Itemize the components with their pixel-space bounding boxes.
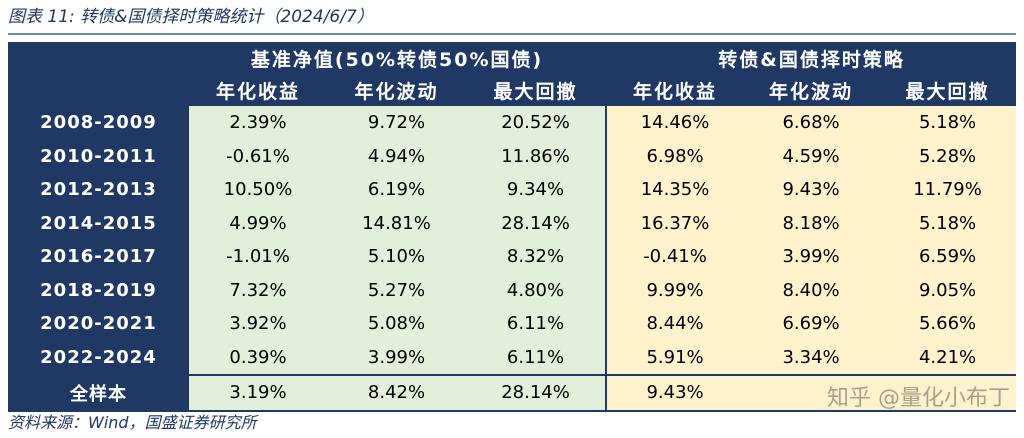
header-row-groups: 基准净值(50%转债50%国债) 转债&国债择时策略 xyxy=(8,42,1017,106)
cell: 9.05% xyxy=(879,273,1017,307)
col-header: 年化收益 xyxy=(189,74,327,106)
table-row: 2010-2011 -0.61% 4.94% 11.86% 6.98% 4.59… xyxy=(8,139,1017,173)
cell: 6.68% xyxy=(743,106,880,140)
table-row-total: 全样本 3.19% 8.42% 28.14% 9.43% xyxy=(8,374,1017,412)
cell: 4.99% xyxy=(189,206,327,240)
cell: 5.66% xyxy=(879,307,1017,341)
cell: 5.08% xyxy=(327,307,466,341)
col-header: 最大回撤 xyxy=(466,74,608,106)
corner-cell xyxy=(8,42,189,106)
cell: 9.43% xyxy=(606,374,744,412)
row-label: 2016-2017 xyxy=(8,240,189,274)
cell: 8.40% xyxy=(743,273,880,307)
cell: 4.80% xyxy=(466,273,608,307)
cell: 16.37% xyxy=(606,206,744,240)
cell: 5.28% xyxy=(879,139,1017,173)
table-row: 2022-2024 0.39% 3.99% 6.11% 5.91% 3.34% … xyxy=(8,340,1017,375)
cell xyxy=(743,374,880,412)
cell: 6.69% xyxy=(743,307,880,341)
table-row: 2016-2017 -1.01% 5.10% 8.32% -0.41% 3.99… xyxy=(8,240,1017,274)
cell: 5.91% xyxy=(606,340,744,375)
cell: 2.39% xyxy=(189,106,327,140)
cell: 9.99% xyxy=(606,273,744,307)
title-divider xyxy=(8,33,1016,35)
cell: 4.94% xyxy=(327,139,466,173)
cell: 20.52% xyxy=(466,106,608,140)
table-row: 2014-2015 4.99% 14.81% 28.14% 16.37% 8.1… xyxy=(8,206,1017,240)
cell: 7.32% xyxy=(189,273,327,307)
cell: 3.99% xyxy=(327,340,466,375)
cell: 5.27% xyxy=(327,273,466,307)
col-header: 最大回撤 xyxy=(879,74,1017,106)
cell: -1.01% xyxy=(189,240,327,274)
cell: 5.10% xyxy=(327,240,466,274)
table-row: 2018-2019 7.32% 5.27% 4.80% 9.99% 8.40% … xyxy=(8,273,1017,307)
cell xyxy=(879,374,1017,412)
cell: 4.59% xyxy=(743,139,880,173)
cell: 8.32% xyxy=(466,240,608,274)
row-label: 全样本 xyxy=(8,374,189,412)
cell: 8.44% xyxy=(606,307,744,341)
cell: 6.98% xyxy=(606,139,744,173)
cell: 14.35% xyxy=(606,173,744,207)
figure-title: 图表 11: 转债&国债择时策略统计（2024/6/7） xyxy=(8,7,374,27)
table-row: 2012-2013 10.50% 6.19% 9.34% 14.35% 9.43… xyxy=(8,173,1017,207)
row-label: 2018-2019 xyxy=(8,273,189,307)
col-header: 年化波动 xyxy=(327,74,466,106)
cell: 6.11% xyxy=(466,340,608,375)
cell: 8.42% xyxy=(327,374,466,412)
row-label: 2022-2024 xyxy=(8,340,189,375)
header-row-metrics: 年化收益 年化波动 最大回撤 年化收益 年化波动 最大回撤 xyxy=(8,74,1017,106)
table-row: 2008-2009 2.39% 9.72% 20.52% 14.46% 6.68… xyxy=(8,106,1017,140)
group-header-strategy: 转债&国债择时策略 xyxy=(606,42,1017,74)
cell: 14.46% xyxy=(606,106,744,140)
cell: -0.41% xyxy=(606,240,744,274)
col-header: 年化波动 xyxy=(743,74,880,106)
cell: 28.14% xyxy=(466,374,608,412)
watermark: 知乎 @量化小布丁 xyxy=(827,386,1010,411)
cell: 11.79% xyxy=(879,173,1017,207)
col-header: 年化收益 xyxy=(606,74,744,106)
cell: 14.81% xyxy=(327,206,466,240)
stats-table: 基准净值(50%转债50%国债) 转债&国债择时策略 年化收益 年化波动 最大回… xyxy=(8,42,1017,412)
cell: 3.99% xyxy=(743,240,880,274)
cell: 3.92% xyxy=(189,307,327,341)
cell: 0.39% xyxy=(189,340,327,375)
row-label: 2012-2013 xyxy=(8,173,189,207)
cell: 8.18% xyxy=(743,206,880,240)
row-label: 2020-2021 xyxy=(8,307,189,341)
group-header-benchmark: 基准净值(50%转债50%国债) xyxy=(189,42,608,74)
source-note: 资料来源：Wind，国盛证券研究所 xyxy=(8,413,257,432)
cell: 3.19% xyxy=(189,374,327,412)
cell: 6.19% xyxy=(327,173,466,207)
row-label: 2014-2015 xyxy=(8,206,189,240)
cell: -0.61% xyxy=(189,139,327,173)
table-row: 2020-2021 3.92% 5.08% 6.11% 8.44% 6.69% … xyxy=(8,307,1017,341)
cell: 10.50% xyxy=(189,173,327,207)
cell: 11.86% xyxy=(466,139,608,173)
row-label: 2010-2011 xyxy=(8,139,189,173)
cell: 6.59% xyxy=(879,240,1017,274)
row-label: 2008-2009 xyxy=(8,106,189,140)
cell: 9.43% xyxy=(743,173,880,207)
cell: 6.11% xyxy=(466,307,608,341)
cell: 4.21% xyxy=(879,340,1017,375)
cell: 5.18% xyxy=(879,106,1017,140)
cell: 9.34% xyxy=(466,173,608,207)
cell: 5.18% xyxy=(879,206,1017,240)
cell: 3.34% xyxy=(743,340,880,375)
cell: 28.14% xyxy=(466,206,608,240)
cell: 9.72% xyxy=(327,106,466,140)
